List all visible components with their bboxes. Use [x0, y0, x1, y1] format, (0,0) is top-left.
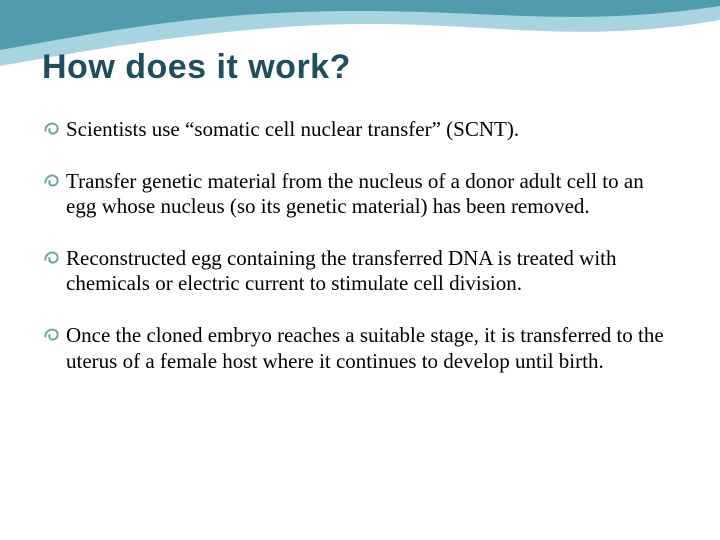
list-item: Scientists use “somatic cell nuclear tra… [42, 117, 678, 143]
swirl-bullet-icon [42, 248, 62, 268]
bullet-text: Scientists use “somatic cell nuclear tra… [66, 117, 678, 143]
swirl-bullet-icon [42, 171, 62, 191]
slide-title: How does it work? [42, 48, 678, 87]
list-item: Once the cloned embryo reaches a suitabl… [42, 323, 678, 374]
swirl-bullet-icon [42, 119, 62, 139]
swirl-bullet-icon [42, 325, 62, 345]
slide-content: How does it work? Scientists use “somati… [0, 0, 720, 374]
bullet-text: Once the cloned embryo reaches a suitabl… [66, 323, 678, 374]
list-item: Reconstructed egg containing the transfe… [42, 246, 678, 297]
bullet-text: Transfer genetic material from the nucle… [66, 169, 678, 220]
bullet-list: Scientists use “somatic cell nuclear tra… [42, 117, 678, 374]
bullet-text: Reconstructed egg containing the transfe… [66, 246, 678, 297]
list-item: Transfer genetic material from the nucle… [42, 169, 678, 220]
